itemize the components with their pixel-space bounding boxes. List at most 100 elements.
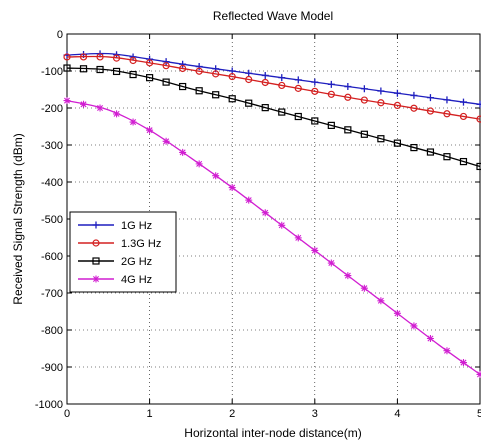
data-point: [360, 284, 368, 292]
data-point: [278, 221, 286, 229]
data-point: [393, 309, 401, 317]
data-point: [476, 162, 481, 171]
chart-title: Reflected Wave Model: [213, 9, 333, 23]
data-point: [79, 53, 88, 61]
data-point: [63, 97, 71, 105]
x-axis-label: Horizontal inter-node distance(m): [184, 426, 361, 440]
data-point: [112, 67, 121, 76]
series-line: [66, 52, 481, 105]
data-point: [195, 67, 203, 75]
x-tick-label: 4: [394, 408, 400, 420]
y-tick-label: -300: [41, 140, 63, 152]
y-tick-label: -800: [41, 325, 63, 337]
data-point: [360, 85, 368, 93]
x-tick-label: 3: [312, 408, 318, 420]
data-point: [459, 112, 468, 121]
axes: 0 1 2 3 4 5 0 -100 -200 -300 -400 -500 -600 -700 -800 -…: [35, 29, 481, 420]
data-point: [79, 65, 88, 73]
data-point: [261, 78, 269, 87]
data-point: [327, 90, 335, 98]
data-point: [327, 121, 335, 129]
legend-marker: [92, 221, 100, 229]
legend-marker: [92, 257, 100, 265]
data-point: [294, 234, 302, 242]
series-line: [66, 99, 481, 375]
data-point: [344, 93, 352, 101]
data-point: [426, 148, 435, 156]
data-point: [179, 148, 187, 156]
data-point: [245, 196, 253, 204]
data-point: [162, 58, 170, 66]
data-point: [294, 84, 302, 92]
data-point: [146, 74, 154, 82]
data-point: [476, 100, 481, 108]
data-point: [294, 112, 302, 121]
series-line: [66, 55, 481, 120]
data-point: [245, 69, 253, 77]
y-tick-label: -500: [41, 214, 63, 226]
data-point: [311, 117, 319, 125]
legend-label: 2G Hz: [121, 256, 152, 268]
data-point: [80, 100, 88, 108]
data-point: [426, 94, 434, 102]
y-tick-label: -100: [41, 66, 63, 78]
y-tick-label: -1000: [35, 399, 63, 411]
data-point: [245, 75, 253, 84]
data-point: [476, 115, 481, 123]
data-point: [426, 335, 434, 343]
data-point: [212, 172, 220, 180]
y-tick-label: -600: [41, 251, 63, 263]
legend-label: 1.3G Hz: [121, 238, 161, 250]
x-tick-label: 5: [477, 408, 481, 420]
data-point: [63, 53, 71, 61]
data-point: [311, 87, 319, 95]
legend-marker: [92, 275, 100, 283]
data-point: [195, 160, 203, 168]
data-point: [311, 78, 319, 86]
data-point: [245, 99, 253, 107]
y-tick-label: 0: [57, 29, 63, 41]
data-point: [179, 82, 187, 91]
series-line: [66, 67, 481, 168]
data-point: [63, 64, 71, 72]
data-point: [261, 209, 269, 217]
data-point: [278, 74, 286, 82]
x-tick-label: 2: [229, 408, 235, 420]
data-point: [113, 110, 121, 118]
data-point: [360, 130, 368, 138]
data-point: [426, 107, 435, 115]
legend-marker: [92, 239, 100, 247]
data-point: [344, 83, 352, 91]
data-point: [195, 87, 203, 95]
data-point: [212, 91, 220, 99]
data-point: [278, 108, 286, 116]
y-tick-label: -400: [41, 177, 63, 189]
data-point: [146, 59, 154, 67]
data-point: [327, 259, 335, 267]
data-point: [459, 157, 468, 166]
data-point: [377, 87, 385, 95]
data-point: [443, 110, 451, 118]
data-point: [459, 359, 467, 367]
data-point: [344, 126, 352, 134]
data-point: [344, 272, 352, 280]
data-point: [410, 104, 418, 112]
data-point: [162, 137, 170, 145]
y-tick-label: -700: [41, 288, 63, 300]
data-point: [278, 81, 286, 90]
y-tick-label: -900: [41, 362, 63, 374]
data-point: [377, 99, 385, 107]
data-point: [327, 80, 335, 88]
data-point: [294, 76, 302, 84]
data-point: [195, 63, 203, 71]
data-point: [410, 143, 418, 152]
data-point: [96, 53, 104, 61]
data-point: [96, 65, 104, 74]
data-point: [360, 96, 368, 104]
data-point: [459, 98, 467, 106]
data-point: [228, 184, 236, 192]
series-3: [63, 97, 481, 378]
legend: 1G Hz 1.3G Hz 2G Hz 4G Hz: [69, 211, 177, 293]
series-layer: [63, 50, 481, 378]
